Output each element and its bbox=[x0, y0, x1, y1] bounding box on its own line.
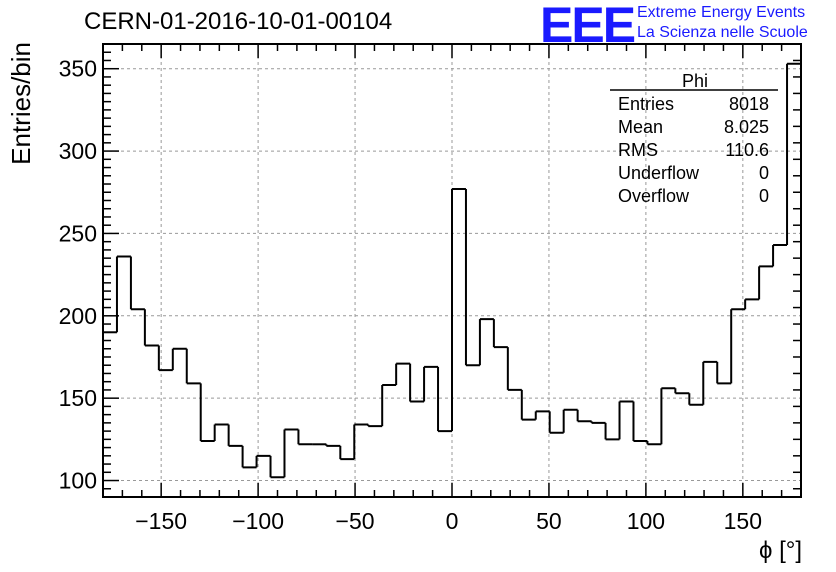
histogram-bin bbox=[786, 62, 801, 245]
histogram-bin bbox=[241, 445, 257, 469]
histogram-bin bbox=[297, 429, 313, 446]
logo-line-1: Extreme Energy Events bbox=[637, 4, 806, 21]
histogram-bin bbox=[478, 318, 494, 366]
x-tick-label: −50 bbox=[336, 508, 375, 534]
x-tick-label: 50 bbox=[536, 508, 562, 534]
histogram-bin bbox=[562, 408, 578, 433]
axis-tick-labels: −150 −100 −50 0 50 100 150 100 150 200 250 300 350 bbox=[59, 56, 762, 534]
x-tick-label: 100 bbox=[627, 508, 665, 534]
histogram-bin bbox=[395, 362, 411, 385]
histogram-bin bbox=[758, 265, 774, 300]
stats-label: Entries bbox=[618, 94, 674, 114]
histogram-bin bbox=[353, 423, 369, 460]
x-tick-label: −150 bbox=[135, 508, 187, 534]
histogram-bin bbox=[381, 383, 397, 427]
stats-box: Phi Entries 8018 Mean 8.025 RMS 110.6 Underflo… bbox=[610, 71, 778, 206]
histogram-bin bbox=[367, 424, 383, 428]
histogram-bin bbox=[213, 423, 229, 441]
histogram-bin bbox=[772, 243, 788, 267]
histogram-bin bbox=[409, 363, 425, 403]
histogram-bin bbox=[437, 366, 452, 433]
stats-label: Overflow bbox=[618, 186, 690, 206]
histogram-bin bbox=[660, 387, 676, 445]
x-tick-label: −100 bbox=[232, 508, 284, 534]
histogram-bin bbox=[604, 422, 620, 441]
histogram-bin bbox=[143, 309, 159, 347]
histogram-bin bbox=[157, 345, 173, 372]
x-axis-label: ϕ [°] bbox=[759, 537, 802, 564]
histogram-bin bbox=[632, 401, 648, 442]
stats-value: 0 bbox=[759, 163, 769, 183]
logo-line-2: La Scienza nelle Scuole bbox=[637, 24, 808, 41]
histogram-bin bbox=[339, 445, 355, 461]
histogram-bin bbox=[269, 455, 285, 479]
stats-value: 8018 bbox=[729, 94, 769, 114]
histogram-bin bbox=[199, 383, 215, 442]
y-tick-label: 100 bbox=[59, 468, 97, 494]
histogram-bin bbox=[674, 388, 690, 395]
histogram-series bbox=[103, 62, 801, 479]
y-tick-label: 150 bbox=[59, 385, 97, 411]
histogram-bin bbox=[129, 256, 145, 311]
histogram-bin bbox=[506, 347, 522, 391]
histogram-bin bbox=[492, 319, 508, 349]
histogram-bin bbox=[744, 298, 760, 310]
histogram-bin bbox=[520, 389, 536, 421]
axis-ticks bbox=[102, 44, 802, 497]
y-tick-label: 300 bbox=[59, 138, 97, 164]
histogram-bin bbox=[590, 421, 606, 424]
histogram-bin bbox=[548, 411, 564, 434]
stats-label: Underflow bbox=[618, 163, 700, 183]
stats-value: 0 bbox=[759, 186, 769, 206]
histogram-bin bbox=[576, 409, 592, 423]
histogram-bin bbox=[702, 360, 718, 405]
stats-value: 8.025 bbox=[724, 117, 769, 137]
chart-title: CERN-01-2016-10-01-00104 bbox=[84, 8, 393, 35]
y-tick-label: 350 bbox=[59, 56, 97, 82]
x-tick-label: 0 bbox=[446, 508, 459, 534]
y-tick-label: 250 bbox=[59, 220, 97, 246]
histogram-bin bbox=[171, 347, 187, 371]
stats-value: 110.6 bbox=[725, 140, 769, 160]
histogram-bin bbox=[227, 424, 243, 447]
histogram-bin bbox=[688, 393, 704, 406]
histogram-bin bbox=[283, 428, 299, 478]
histogram-bin bbox=[115, 255, 131, 333]
y-tick-label: 200 bbox=[59, 303, 97, 329]
histogram-bin bbox=[618, 400, 634, 440]
histogram-bin bbox=[464, 188, 480, 367]
stats-title: Phi bbox=[682, 71, 708, 91]
x-tick-label: 150 bbox=[724, 508, 762, 534]
histogram-bin bbox=[451, 187, 466, 432]
stats-label: RMS bbox=[618, 140, 658, 160]
histogram-bin bbox=[325, 444, 341, 447]
histogram-bin bbox=[646, 440, 662, 446]
histogram-bin bbox=[185, 348, 201, 385]
histogram-bin bbox=[716, 361, 732, 385]
histogram-bin bbox=[255, 454, 271, 468]
histogram-bin bbox=[730, 308, 746, 384]
y-axis-label: Entries/bin bbox=[6, 42, 36, 165]
histogram-bin bbox=[534, 410, 550, 420]
stats-label: Mean bbox=[618, 117, 663, 137]
histogram-bin bbox=[423, 365, 439, 402]
